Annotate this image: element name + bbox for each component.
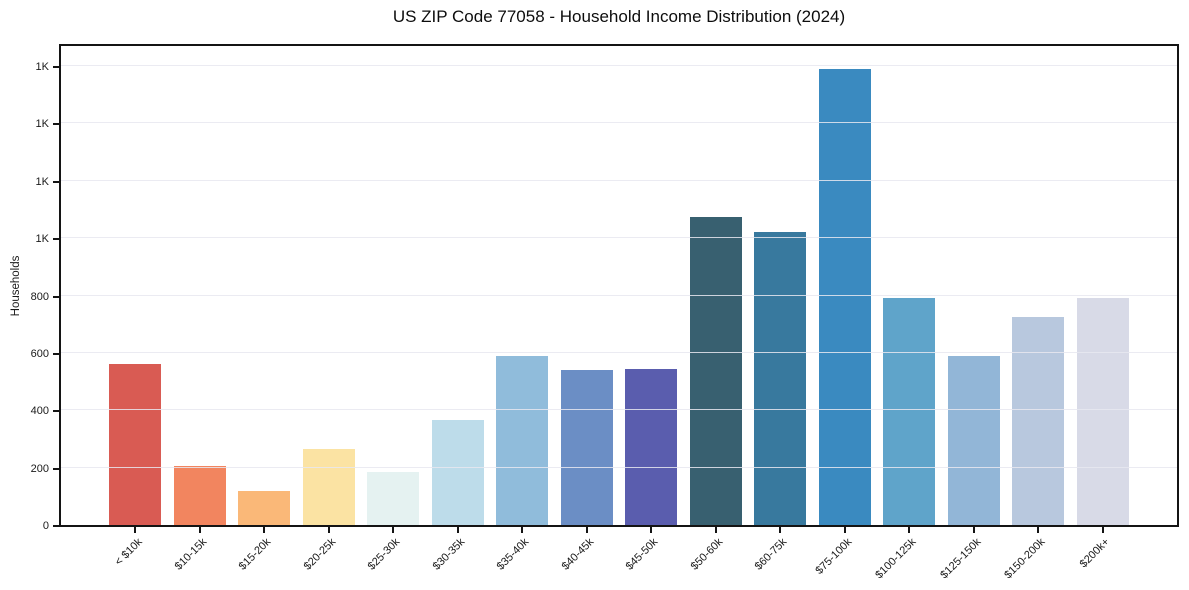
x-tick-mark bbox=[972, 527, 975, 533]
y-tick-mark bbox=[53, 468, 59, 470]
x-tick-label: $45-50k bbox=[623, 536, 661, 573]
x-tick-label: $50-60k bbox=[688, 536, 725, 573]
x-tick-label: $20-25k bbox=[301, 536, 338, 573]
y-tick-label: 400 bbox=[30, 405, 49, 417]
x-tick-mark bbox=[714, 527, 717, 533]
y-tick-label: 1K bbox=[35, 118, 49, 130]
y-axis-label: Households bbox=[10, 255, 22, 317]
y-tick-label: 200 bbox=[30, 463, 49, 475]
x-tick-mark bbox=[1101, 527, 1104, 533]
x-tick-label: $60-75k bbox=[752, 536, 790, 573]
bar-$35-40k bbox=[496, 356, 548, 525]
x-tick-mark bbox=[521, 527, 523, 533]
x-tick-label: $30-35k bbox=[430, 536, 467, 573]
bar-$75-100k bbox=[818, 69, 871, 525]
x-tick-mark bbox=[198, 527, 201, 533]
x-tick-mark bbox=[779, 527, 781, 533]
bar-$45-50k bbox=[625, 369, 677, 525]
x-tick-label: < $10k bbox=[112, 536, 145, 569]
x-tick-label: $75-100k bbox=[813, 536, 854, 577]
gridline-600 bbox=[61, 352, 1177, 353]
bar-$30-35k bbox=[431, 420, 484, 525]
gridline-1400 bbox=[61, 122, 1177, 123]
x-tick-label: $10-15k bbox=[172, 536, 209, 573]
bar-$125-150k bbox=[947, 356, 1000, 525]
x-tick-label: $15-20k bbox=[236, 536, 274, 573]
plot-area bbox=[59, 44, 1179, 527]
bar-$20-25k bbox=[302, 449, 355, 525]
gridline-1000 bbox=[61, 237, 1177, 238]
y-tick-label: 1K bbox=[35, 61, 49, 73]
gridline-200 bbox=[61, 467, 1177, 468]
y-tick-label: 600 bbox=[30, 348, 49, 360]
bar-$10-15k bbox=[173, 466, 226, 525]
bar-$40-45k bbox=[560, 370, 613, 525]
x-tick-label: $40-45k bbox=[559, 536, 596, 573]
x-tick-label: $25-30k bbox=[365, 536, 403, 573]
y-tick-mark bbox=[53, 181, 59, 183]
y-tick-mark bbox=[53, 410, 59, 412]
bar-$15-20k bbox=[238, 491, 290, 525]
bar-$60-75k bbox=[754, 232, 806, 525]
y-tick-mark bbox=[53, 296, 59, 298]
bar-$200k+ bbox=[1076, 298, 1129, 525]
x-tick-label: $150-200k bbox=[1002, 536, 1048, 582]
x-tick-mark bbox=[456, 527, 459, 533]
x-tick-mark bbox=[650, 527, 652, 533]
x-tick-mark bbox=[263, 527, 265, 533]
chart-title: US ZIP Code 77058 - Household Income Dis… bbox=[392, 7, 846, 26]
gridline-1600 bbox=[61, 65, 1177, 66]
bar-< $10k bbox=[109, 364, 161, 525]
x-tick-mark bbox=[843, 527, 846, 533]
x-tick-label: $35-40k bbox=[494, 536, 532, 573]
bar-$50-60k bbox=[689, 217, 742, 525]
x-tick-label: $100-125k bbox=[873, 536, 919, 582]
bar-$25-30k bbox=[367, 472, 419, 525]
x-tick-mark bbox=[1037, 527, 1039, 533]
x-tick-label: $125-150k bbox=[937, 536, 983, 582]
x-tick-mark bbox=[327, 527, 330, 533]
gridline-800 bbox=[61, 295, 1177, 296]
y-tick-mark bbox=[53, 238, 59, 240]
gridline-400 bbox=[61, 409, 1177, 410]
y-tick-mark bbox=[53, 123, 59, 125]
x-tick-label: $200k+ bbox=[1077, 536, 1112, 571]
y-tick-mark bbox=[53, 66, 59, 68]
gridline-1200 bbox=[61, 180, 1177, 181]
x-tick-mark bbox=[392, 527, 394, 533]
y-tick-mark bbox=[53, 353, 59, 355]
y-tick-label: 1K bbox=[35, 233, 49, 245]
y-tick-label: 1K bbox=[35, 176, 49, 188]
bar-$100-125k bbox=[883, 298, 935, 525]
x-tick-mark bbox=[585, 527, 588, 533]
y-tick-mark bbox=[53, 525, 59, 527]
y-tick-label: 800 bbox=[30, 291, 49, 303]
y-tick-label: 0 bbox=[42, 520, 49, 532]
x-tick-mark bbox=[908, 527, 910, 533]
bar-$150-200k bbox=[1012, 317, 1064, 525]
x-tick-mark bbox=[134, 527, 136, 533]
